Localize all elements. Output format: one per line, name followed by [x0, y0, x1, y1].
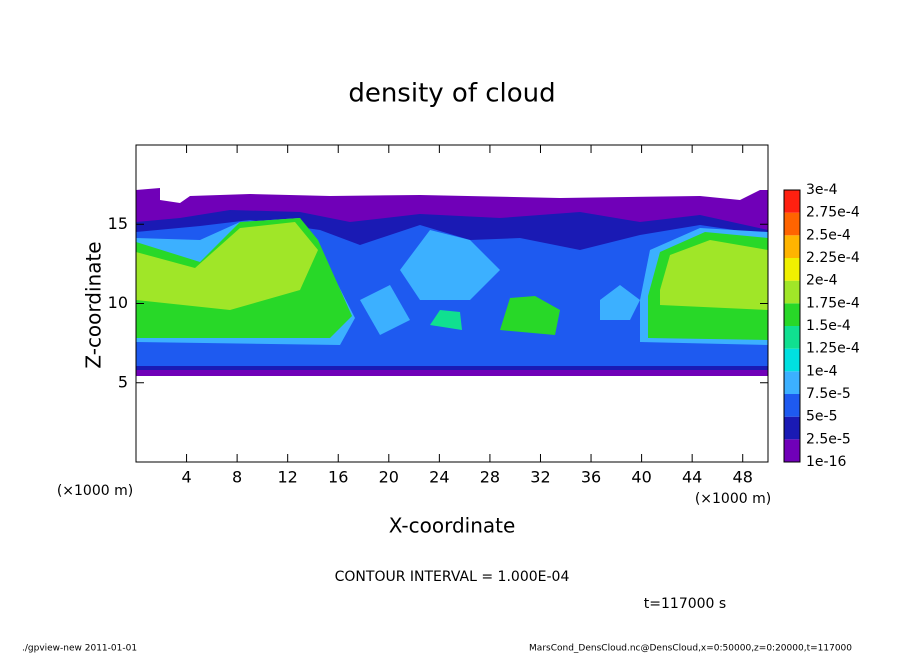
x-tick-label: 28 [480, 468, 500, 487]
field-region [136, 222, 318, 310]
colorbar-label: 3e-4 [806, 182, 838, 198]
colorbar-label: 2e-4 [806, 273, 838, 289]
x-tick-label: 4 [181, 468, 191, 487]
field-region [660, 240, 768, 310]
y-tick-label: 15 [108, 214, 128, 233]
colorbar-label: 1e-4 [806, 363, 838, 379]
colorbar-label: 2.25e-4 [806, 250, 860, 266]
x-tick-label: 48 [733, 468, 753, 487]
x-tick-label: 36 [581, 468, 601, 487]
axis-unit: (×1000 m) [695, 491, 771, 507]
colorbar-band [784, 212, 800, 236]
field-region [600, 285, 640, 320]
colorbar-label: 5e-5 [806, 409, 837, 425]
colorbar-label: 7.5e-5 [806, 386, 851, 402]
colorbar-band [784, 371, 800, 394]
colorbar-frame [783, 189, 801, 463]
colorbar-band [784, 190, 800, 213]
colorbar-label: 2.5e-5 [806, 431, 851, 447]
y-tick-label: 5 [118, 372, 128, 391]
field-region [360, 285, 410, 335]
chart-title: density of cloud [348, 79, 555, 109]
time-label: t=117000 s [644, 596, 726, 612]
footer-left: ./gpview-new 2011-01-01 [22, 644, 137, 654]
x-tick-label: 44 [682, 468, 702, 487]
colorbar-label: 1.75e-4 [806, 295, 860, 311]
x-tick-label: 8 [232, 468, 242, 487]
colorbar-label: 1e-16 [806, 454, 846, 470]
colorbar-band [784, 439, 800, 462]
field-region [430, 310, 462, 330]
field-region [500, 296, 560, 335]
colorbar-label: 2.75e-4 [806, 205, 860, 221]
colorbar-band [784, 258, 800, 281]
field [136, 188, 768, 376]
colorbar-band [784, 303, 800, 326]
colorbar-label: 1.5e-4 [806, 318, 851, 334]
colorbar-band [784, 394, 800, 417]
x-tick-label: 20 [379, 468, 399, 487]
x-tick-label: 24 [429, 468, 449, 487]
footer-right: MarsCond_DensCloud.nc@DensCloud,x=0:5000… [529, 644, 852, 654]
colorbar-band [784, 348, 800, 372]
x-tick-label: 40 [631, 468, 651, 487]
x-tick-label: 12 [278, 468, 298, 487]
axis-unit: (×1000 m) [57, 483, 133, 499]
colorbar-label: 2.5e-4 [806, 227, 851, 243]
colorbar-band [784, 280, 800, 304]
y-axis-title: Z-coordinate [82, 241, 106, 368]
x-tick-label: 32 [530, 468, 550, 487]
colorbar-band [784, 416, 800, 440]
contour-note: CONTOUR INTERVAL = 1.000E-04 [335, 569, 570, 585]
colorbar-label: 1.25e-4 [806, 341, 860, 357]
y-tick-label: 10 [108, 293, 128, 312]
colorbar-band [784, 326, 800, 349]
field-region [400, 230, 500, 300]
x-axis-title: X-coordinate [389, 514, 516, 538]
x-tick-label: 16 [328, 468, 348, 487]
colorbar-band [784, 235, 800, 258]
